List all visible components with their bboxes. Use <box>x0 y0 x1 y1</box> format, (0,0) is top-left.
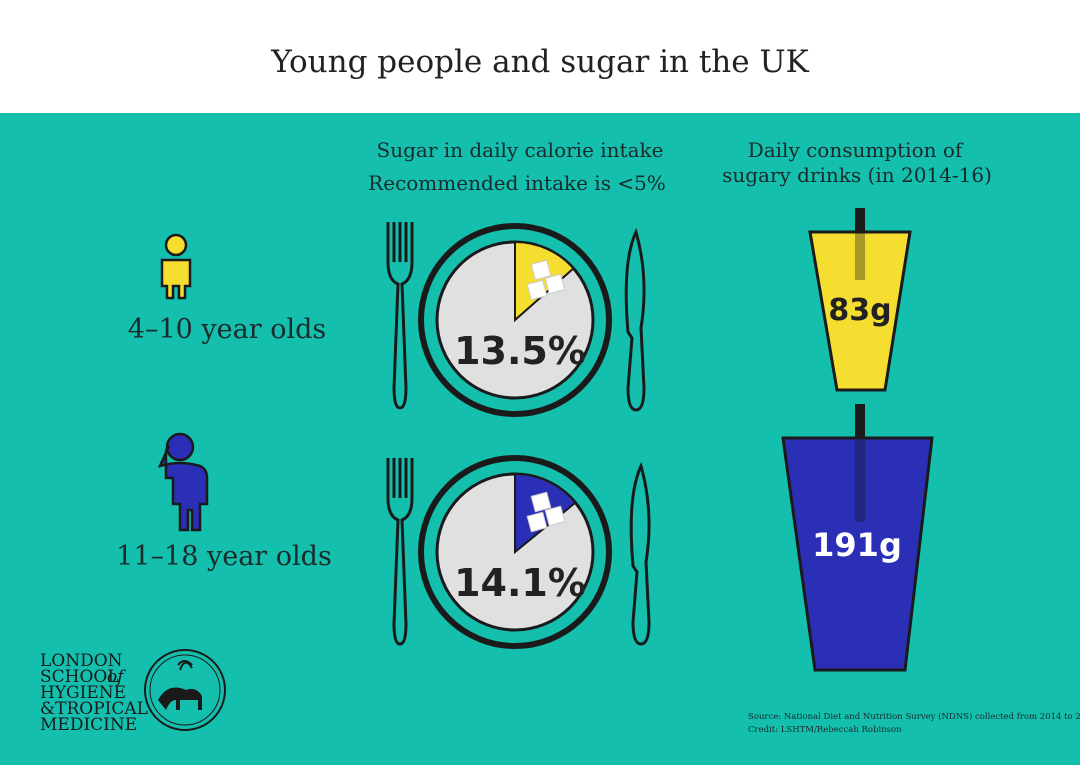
drink-label: 83g <box>828 293 891 328</box>
straw <box>855 440 865 522</box>
logo-text: LONDON <box>40 651 123 671</box>
logo-text: HYGIENE <box>40 683 126 703</box>
sugar-cube <box>526 279 548 301</box>
credit: Credit: LSHTM/Rebeccah Robinson <box>748 725 902 735</box>
drink-label: 191g <box>812 526 902 564</box>
cutlery <box>386 222 651 646</box>
logo-text: MEDICINE <box>40 715 137 735</box>
drinks-header: Daily consumption of <box>748 138 964 162</box>
sugar-wedge <box>514 240 575 323</box>
drinks-header: sugary drinks (in 2014-16) <box>722 163 992 187</box>
group-label: 4–10 year olds <box>128 314 326 345</box>
drink-cup <box>781 436 934 672</box>
title: Young people and sugar in the UK <box>270 44 809 80</box>
sugar-label: 13.5% <box>454 329 586 373</box>
child-icon <box>160 233 192 300</box>
sugar-cube <box>544 505 566 527</box>
calorie-header: Sugar in daily calorie intake <box>377 138 664 162</box>
sugar-cube <box>530 491 552 513</box>
sugar-cube <box>530 259 552 281</box>
logo: LONDON SCHOOL of HYGIENE &TROPICAL MEDIC… <box>40 649 226 735</box>
logo-text: of <box>107 667 126 687</box>
sugar-cube <box>544 273 566 295</box>
logo-text: SCHOOL <box>40 667 119 687</box>
drink-cup <box>808 230 912 392</box>
source: Source: National Diet and Nutrition Surv… <box>748 711 1080 722</box>
logo-text: &TROPICAL <box>40 699 148 719</box>
straw <box>855 232 865 280</box>
sugar-cube <box>526 511 548 533</box>
straw <box>855 404 865 444</box>
calorie-header: Recommended intake is <5% <box>368 171 666 195</box>
sugar-wedge <box>514 472 577 555</box>
teen-icon <box>157 432 209 532</box>
sugar-label: 14.1% <box>454 561 586 605</box>
group-label: 11–18 year olds <box>116 541 332 572</box>
